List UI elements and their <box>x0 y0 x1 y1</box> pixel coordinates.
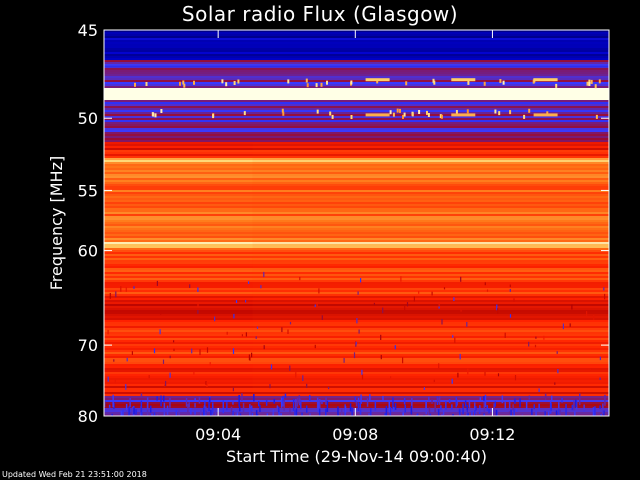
updated-timestamp: Updated Wed Feb 21 23:51:00 2018 <box>2 470 147 479</box>
x-tick-label: 09:04 <box>195 425 241 444</box>
y-tick-label: 55 <box>78 181 98 200</box>
y-tick-label: 60 <box>78 242 98 261</box>
x-tick-label: 09:08 <box>332 425 378 444</box>
heatmap-area <box>104 30 609 416</box>
plot-frame <box>103 29 610 417</box>
y-axis-label: Frequency [MHz] <box>47 156 66 290</box>
y-tick-label: 80 <box>78 407 98 426</box>
x-axis-label: Start Time (29-Nov-14 09:00:40) <box>226 447 487 466</box>
y-axis: 45 50 55 60 70 80 <box>78 21 609 426</box>
y-tick-label: 70 <box>78 336 98 355</box>
x-axis: 09:04 09:08 09:12 <box>195 30 515 444</box>
y-tick-label: 45 <box>78 21 98 40</box>
y-tick-label: 50 <box>78 109 98 128</box>
x-tick-label: 09:12 <box>469 425 515 444</box>
chart-title: Solar radio Flux (Glasgow) <box>181 2 459 26</box>
